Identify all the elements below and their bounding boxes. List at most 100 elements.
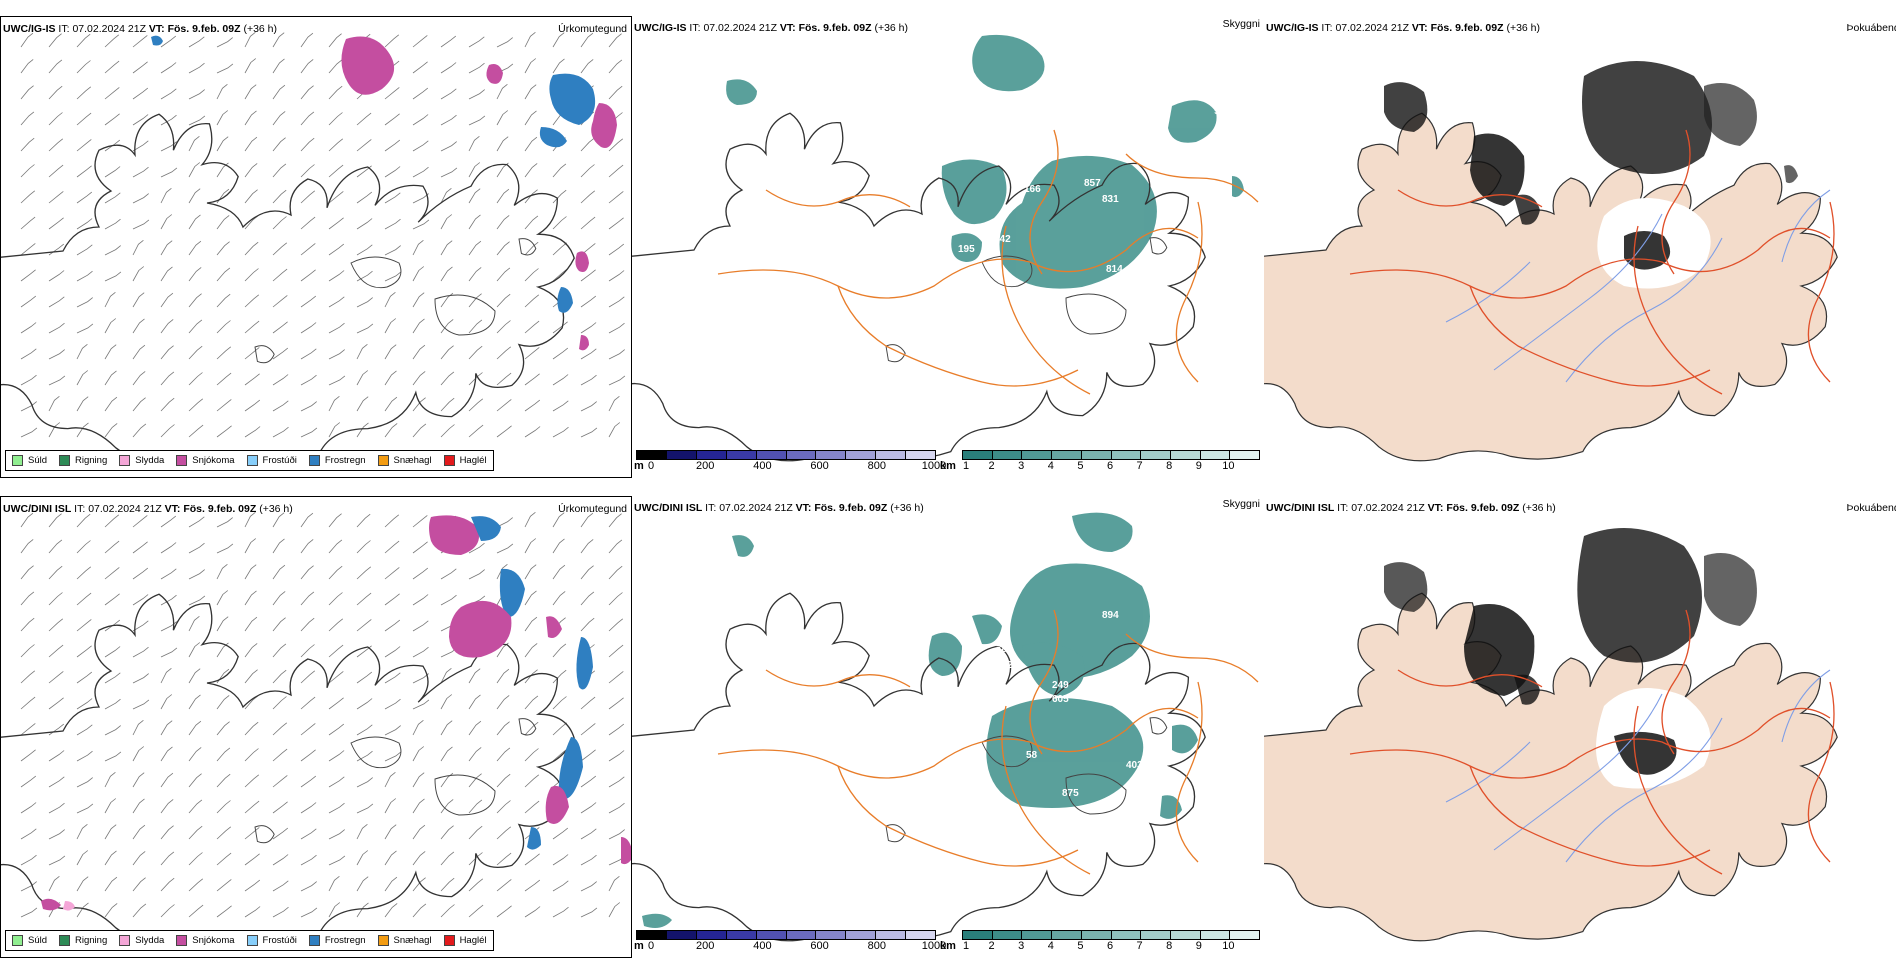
wind-barb: [48, 875, 60, 892]
wind-barb: [216, 188, 230, 204]
wind-barb: [20, 59, 34, 74]
wind-barb: [76, 323, 94, 334]
wind-barb: [524, 58, 537, 74]
wind-barb: [48, 802, 65, 814]
colorbar-cell: [1081, 451, 1112, 459]
wind-barb: [440, 214, 453, 230]
wind-barb: [496, 215, 510, 230]
wind-barb: [496, 773, 511, 788]
wind-barb: [160, 371, 175, 386]
wind-barb: [76, 244, 93, 256]
wind-barb: [608, 875, 620, 892]
wind-barb: [76, 645, 92, 658]
wind-barb: [244, 373, 260, 386]
wind-barb: [20, 670, 36, 684]
tick-label: 0: [648, 940, 655, 952]
wind-barb: [272, 374, 289, 386]
wind-barb: [300, 59, 314, 74]
wind-barb: [440, 851, 455, 866]
wind-barb: [300, 539, 314, 554]
wind-barb: [328, 539, 343, 554]
wind-barb: [608, 217, 624, 230]
wind-barb: [132, 266, 145, 282]
colorbar-cell: [816, 451, 847, 459]
wind-barb: [412, 292, 425, 308]
legend-swatch: [308, 455, 320, 466]
wind-barb: [132, 673, 149, 684]
wind-barb: [552, 512, 565, 528]
wind-barb: [132, 239, 144, 256]
precip-legend: Súld Rigning Slydda Snjókoma Frostúði Frostre…: [5, 930, 494, 951]
legend-swatch: [119, 455, 131, 466]
wind-barb: [468, 62, 485, 74]
wind-barb: [244, 58, 257, 74]
wind-barb: [300, 723, 316, 736]
colorbar-cell: [666, 451, 697, 459]
wind-barb: [580, 374, 597, 386]
wind-barb: [552, 880, 569, 892]
wind-barb: [188, 188, 201, 204]
wind-barb: [328, 59, 343, 74]
wind-barb: [468, 668, 481, 684]
wind-barb: [496, 879, 512, 892]
wind-barb: [76, 592, 92, 606]
tick-label: 600: [810, 460, 829, 472]
wind-barb: [524, 136, 538, 152]
legend-label: Rigning: [75, 935, 108, 946]
visibility-value-label: 228: [954, 732, 971, 743]
wind-barb: [384, 751, 402, 762]
wind-barb: [188, 135, 200, 152]
wind-barb: [412, 344, 426, 360]
wind-barb: [300, 85, 314, 100]
legend-item: Snjókoma: [176, 935, 235, 946]
wind-barb: [272, 137, 286, 152]
wind-barb: [580, 190, 596, 204]
wind-barb: [608, 902, 621, 918]
wind-barb: [468, 720, 482, 736]
wind-barb: [524, 590, 537, 606]
wind-barb: [160, 266, 173, 282]
wind-barb: [496, 721, 510, 736]
wind-barb: [132, 903, 147, 918]
wind-barb: [132, 699, 150, 710]
wind-barb: [328, 592, 343, 606]
visibility-patches: [726, 34, 1244, 289]
panel-title: UWC/IG-IS IT: 07.02.2024 21Z VT: Fös. 9.…: [634, 22, 909, 34]
wind-barb: [384, 139, 401, 152]
wind-barb: [608, 138, 624, 152]
legend-item: Snæhagl: [377, 455, 432, 466]
wind-barb: [244, 774, 260, 788]
wind-barb: [608, 322, 625, 334]
wind-barb: [188, 878, 204, 892]
iceland-outline: [1, 114, 574, 462]
wind-barb: [48, 855, 66, 866]
wind-barb: [188, 516, 205, 528]
colorbar-cell: [756, 931, 787, 939]
colorbar-cell: [906, 451, 936, 459]
colorbar-km: [962, 930, 1260, 940]
wind-barb: [524, 294, 540, 308]
wind-barb: [104, 34, 120, 48]
wind-barb: [468, 135, 480, 152]
wind-barb: [132, 719, 144, 736]
wind-barb: [76, 139, 92, 152]
wind-barb: [76, 270, 93, 282]
fog-patches: [1384, 528, 1757, 789]
wind-barb: [384, 34, 400, 48]
wind-barb: [440, 167, 458, 178]
wind-barb: [104, 672, 121, 684]
wind-barb: [76, 566, 92, 580]
wind-barb: [216, 136, 229, 152]
wind-barb: [216, 267, 231, 282]
wind-barb: [496, 267, 511, 282]
wind-barb: [132, 318, 145, 334]
wind-barb: [524, 774, 540, 788]
colorbar-cell: [1170, 931, 1201, 939]
wind-barb: [496, 747, 511, 762]
visibility-value-label: 857: [1084, 178, 1101, 189]
wind-barb: [552, 347, 569, 360]
wind-barb: [356, 139, 372, 152]
wind-barb: [20, 111, 35, 126]
wind-barb: [216, 215, 230, 230]
